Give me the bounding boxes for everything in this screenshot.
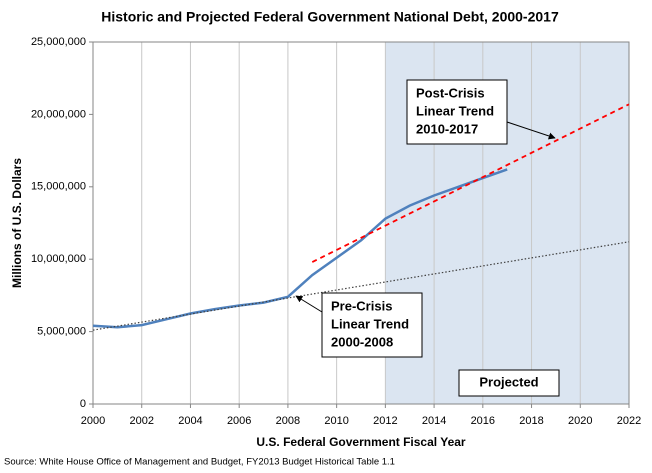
x-tick-label: 2000 [81,415,105,427]
x-tick-label: 2008 [276,415,300,427]
annotation-arrow [506,121,556,140]
data-line [92,241,630,331]
annotation-text: Linear Trend [416,103,494,118]
y-tick-label: 15,000,000 [31,181,86,193]
projected-box [458,369,560,397]
x-tick-label: 2006 [227,415,251,427]
plot-frame [92,41,630,405]
annotation-text: Post-Crisis [416,85,485,100]
x-tick-label: 2018 [519,415,543,427]
x-tick-label: 2016 [471,415,495,427]
data-line [311,103,630,263]
x-tick-label: 2004 [178,415,202,427]
x-tick-label: 2002 [129,415,153,427]
annotation-text: 2010-2017 [416,121,478,136]
y-tick-label: 10,000,000 [31,253,86,265]
projected-label: Projected [479,374,538,389]
annotation-text: Pre-Crisis [331,298,392,313]
x-tick-label: 2014 [422,415,446,427]
x-tick-label: 2010 [324,415,348,427]
y-tick-label: 0 [80,398,86,410]
y-tick-label: 5,000,000 [37,326,86,338]
annotation-box [406,79,508,145]
x-tick-label: 2022 [617,415,641,427]
annotation-box [321,292,423,358]
source-note: Source: White House Office of Management… [4,457,395,468]
x-axis-label: U.S. Federal Government Fiscal Year [256,435,466,449]
data-line [92,168,508,329]
annotation-arrow [295,295,323,313]
y-tick-label: 20,000,000 [31,108,86,120]
annotation-text: Linear Trend [331,316,409,331]
annotation-text: 2000-2008 [331,334,393,349]
y-tick-label: 25,000,000 [31,36,86,48]
y-axis-label: Millions of U.S. Dollars [10,158,24,288]
chart-title: Historic and Projected Federal Governmen… [101,9,559,25]
x-tick-label: 2012 [373,415,397,427]
x-tick-label: 2020 [568,415,592,427]
